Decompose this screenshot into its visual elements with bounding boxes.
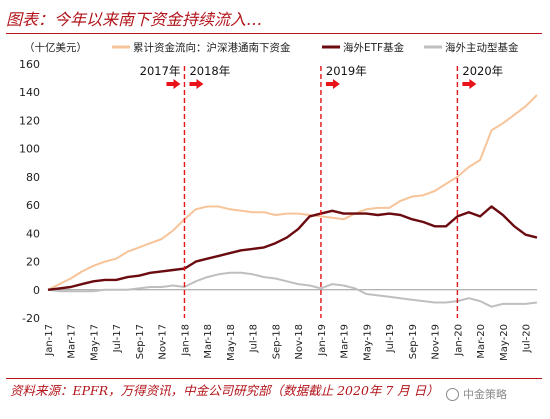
x-tick-label: May-18 xyxy=(226,324,237,361)
y-axis-unit-label: （十亿美元） xyxy=(24,41,87,54)
x-tick-label: May-19 xyxy=(362,324,373,361)
x-tick-label: Mar-18 xyxy=(203,324,214,359)
x-tick-label: Nov-18 xyxy=(294,324,305,360)
watermark: 中金策略 xyxy=(446,386,507,402)
x-tick-label: Nov-19 xyxy=(431,324,442,360)
series-line xyxy=(47,271,538,308)
y-tick-label: 140 xyxy=(19,86,40,99)
x-tick-label: Sep-18 xyxy=(271,324,282,359)
chart-legend: 累计资金流向：沪深港通南下资金 海外ETF基金 海外主动型基金 xyxy=(112,41,519,54)
x-tick-label: Mar-20 xyxy=(476,324,487,359)
y-tick-label: 80 xyxy=(26,171,40,184)
year-label: 2019年 xyxy=(326,64,367,78)
x-tick-label: Mar-17 xyxy=(67,324,78,359)
x-tick-label: Nov-17 xyxy=(158,324,169,360)
right-arrow-icon xyxy=(462,79,477,89)
x-tick-label: May-17 xyxy=(89,324,100,361)
x-tick-label: Mar-19 xyxy=(340,324,351,359)
x-axis: Jan-17 Mar-17 May-17 Jul-17 Sep-17 Nov-17 Jan-… xyxy=(44,324,533,361)
title-divider xyxy=(6,33,542,34)
left-arrow-icon xyxy=(166,79,181,89)
x-tick-label: May-20 xyxy=(499,324,510,361)
year-label: 2020年 xyxy=(462,64,503,78)
y-tick-label: 100 xyxy=(19,143,40,156)
x-tick-label: Jan-20 xyxy=(453,324,464,357)
year-label: 2017年 xyxy=(140,64,181,78)
y-tick-label: 20 xyxy=(26,256,40,269)
y-tick-label: 160 xyxy=(19,58,40,71)
page-title: 图表：今年以来南下资金持续流入… xyxy=(6,10,263,29)
legend-label: 海外ETF基金 xyxy=(343,41,405,54)
y-tick-label: 0 xyxy=(33,284,40,297)
series-layer xyxy=(47,94,538,308)
right-arrow-icon xyxy=(325,79,340,89)
series-line xyxy=(47,94,538,291)
source-note: 资料来源：EPFR，万得资讯，中金公司研究部（数据截止 2020年 7 月 日） xyxy=(10,383,439,398)
line-chart: （十亿美元） 累计资金流向：沪深港通南下资金 海外ETF基金 海外主动型基金 -20… xyxy=(19,41,538,361)
legend-label: 累计资金流向：沪深港通南下资金 xyxy=(133,41,291,54)
year-label: 2018年 xyxy=(189,64,230,78)
y-axis: -20 0 20 40 60 80 100 120 140 160 xyxy=(19,58,537,325)
x-tick-label: Jan-18 xyxy=(180,324,191,357)
legend-label: 海外主动型基金 xyxy=(445,41,519,54)
x-tick-label: Jul-17 xyxy=(112,324,123,353)
x-tick-label: Jan-19 xyxy=(317,324,328,357)
wechat-logo-icon xyxy=(446,387,459,401)
x-tick-label: Sep-19 xyxy=(408,324,419,359)
x-tick-label: Jan-17 xyxy=(44,324,55,357)
series-line xyxy=(47,205,538,291)
x-tick-label: Jul-20 xyxy=(522,324,533,353)
y-tick-label: 120 xyxy=(19,114,40,127)
annotation-layer: 2017年 2018年 2019年 2020年 xyxy=(140,64,503,318)
x-tick-label: Sep-17 xyxy=(135,324,146,359)
y-tick-label: 60 xyxy=(26,199,40,212)
x-tick-label: Jul-19 xyxy=(385,324,396,353)
watermark-text: 中金策略 xyxy=(463,388,507,401)
y-tick-label: -20 xyxy=(22,312,40,325)
y-tick-label: 40 xyxy=(26,227,40,240)
footer-divider xyxy=(6,378,542,379)
right-arrow-icon xyxy=(189,79,204,89)
x-tick-label: Jul-18 xyxy=(249,324,260,353)
